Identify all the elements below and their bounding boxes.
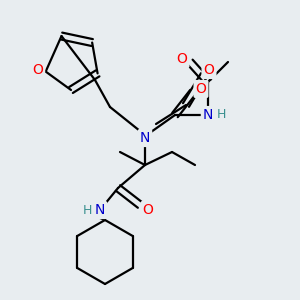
Text: N: N — [203, 108, 213, 122]
Text: N: N — [140, 131, 150, 145]
Text: O: O — [32, 63, 43, 76]
Text: H: H — [216, 109, 226, 122]
Text: N: N — [95, 203, 105, 217]
Text: O: O — [177, 52, 188, 66]
Text: O: O — [204, 63, 214, 77]
Text: O: O — [196, 82, 206, 96]
Text: H: H — [82, 203, 92, 217]
Text: O: O — [142, 203, 153, 217]
